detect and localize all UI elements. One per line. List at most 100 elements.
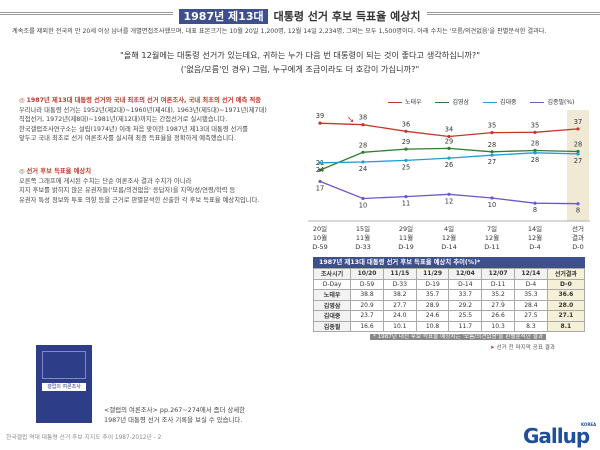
x-tick-label: D-59 <box>312 243 328 251</box>
x-tick-label: 20일 <box>313 224 327 233</box>
arrow-icon: ➘ <box>347 116 355 126</box>
section-bullet: ◎ <box>19 168 25 175</box>
table-header-cell: 12/04 <box>448 268 483 280</box>
table-cell: 24.0 <box>382 310 417 322</box>
section-line: 오른쪽 그래프에 게시된 수치는 단순 여론조사 결과 수치가 아니라 <box>19 177 192 185</box>
table-cell: 36.6 <box>546 289 586 301</box>
data-point <box>490 153 494 157</box>
table-row: 김대중 23.7 24.0 24.6 25.5 26.6 27.5 27.1 <box>312 310 586 322</box>
table-header-cell: 11/15 <box>382 268 417 280</box>
table-header-cell: 조사시기 <box>312 268 352 280</box>
line-chart: 3938363435353721282929282828242425262728… <box>308 110 590 251</box>
data-point <box>404 195 408 199</box>
data-label: 12 <box>445 197 453 205</box>
data-label: 10 <box>488 201 496 209</box>
table-header-cell: 선거결과 <box>546 268 586 280</box>
data-label: 17 <box>316 184 324 192</box>
data-point <box>533 148 537 153</box>
table-cell: 38.8 <box>350 289 384 301</box>
data-point <box>447 134 451 139</box>
data-point <box>490 196 494 200</box>
table-cell: 27.5 <box>513 310 548 322</box>
table-cell: D-59 <box>350 278 384 290</box>
data-label: 11 <box>402 200 410 208</box>
data-point <box>361 123 365 127</box>
table-header-cell: 10/20 <box>350 268 384 280</box>
data-point <box>576 127 580 131</box>
gallup-logo: Gallup KOREA <box>523 422 597 448</box>
data-point <box>576 202 580 206</box>
table-header-cell: 12/07 <box>481 268 515 280</box>
x-tick-label: 15일 <box>356 224 370 233</box>
table-cell: 38.2 <box>382 289 417 301</box>
table-cell: 20.9 <box>350 299 384 311</box>
data-label: 38 <box>359 114 367 122</box>
title-text: 대통령 선거 후보 득표율 예상치 <box>273 10 421 23</box>
section-heading: 선거 후보 득표율 예상치 <box>26 168 92 175</box>
survey-question: "올해 12월에는 대통령 선거가 있는데요, 귀하는 누가 다음 번 대통령이… <box>40 48 560 76</box>
table-cell: D-4 <box>513 278 548 290</box>
section-line: 우리나라 대통령 선거는 1952년(제2대)~1960년(제4대), 1963… <box>19 106 267 114</box>
data-label: 35 <box>531 121 539 129</box>
caption-line: <갤럽의 여론조사> pp.267~274에서 좀더 상세한 <box>104 406 246 414</box>
x-tick-label: D-0 <box>572 243 584 251</box>
data-point <box>361 196 365 201</box>
x-tick-label: D-4 <box>529 243 541 251</box>
data-point <box>318 161 322 165</box>
section-line: 앞두고 국내 최초로 선거 여론조사를 실시해 최종 득표율을 정확하게 예측했… <box>19 135 236 143</box>
x-tick-label: 결과 <box>572 233 584 242</box>
book-title: 갤럽의 여론조사 <box>42 383 86 391</box>
table-cell: 10.3 <box>481 320 515 332</box>
table-notes: * 1987년 대선 후보 득표율 예상치는 '모름/의견없음'을 판별분석한 … <box>370 332 555 351</box>
data-point <box>533 130 537 134</box>
data-label: 35 <box>488 122 496 130</box>
data-point <box>361 160 365 164</box>
intro-text: 계속조를 제외한 전국의 만 20세 이상 남녀를 개별면접조사했으며, 대표 … <box>12 28 547 35</box>
table-row-label: 김대중 <box>312 310 352 322</box>
table-cell: 10.1 <box>382 320 417 332</box>
table-row-label: 김영삼 <box>312 299 352 311</box>
data-label: 8 <box>533 206 537 214</box>
section-bullet: ◎ <box>19 97 25 104</box>
x-tick-label: D-19 <box>398 243 414 251</box>
data-label: 26 <box>445 161 453 169</box>
data-label: 36 <box>402 120 410 128</box>
data-point <box>533 201 537 205</box>
data-label: 28 <box>574 141 582 149</box>
data-label: 25 <box>402 163 410 171</box>
title-bar: 1987년 제13대 대통령 선거 후보 득표율 예상치 <box>0 5 600 25</box>
data-label: 28 <box>531 139 539 147</box>
caption-line: 1987년 대통령 선거 조사 기록을 보실 수 있습니다. <box>104 416 243 424</box>
data-label: 28 <box>359 141 367 149</box>
data-point <box>576 149 580 154</box>
x-tick-label: D-14 <box>441 243 457 251</box>
table-cell: 35.2 <box>481 289 515 301</box>
section-history: ◎ 1987년 제13대 대통령 선거와 국내 최초의 선거 여론조사, 국내 … <box>19 96 279 144</box>
data-point <box>447 192 451 196</box>
table-cell: 33.7 <box>448 289 483 301</box>
table-header-cell: 11/29 <box>415 268 450 280</box>
section-line: 유권자 특성 정보와 투표 의향 등을 근거로 판별분석한 산출한 각 후보 득… <box>19 196 260 204</box>
x-tick-label: 선거 <box>572 224 584 233</box>
footer-text: 한국갤럽 역대 대통령 선거 후보 지지도 추이 1987-2012년 - 2 <box>6 435 162 441</box>
table-cell: 28.0 <box>546 299 586 311</box>
section-heading: 1987년 제13대 대통령 선거와 국내 최초의 선거 여론조사, 국내 최초… <box>26 97 262 104</box>
x-tick-label: 12월 <box>485 233 499 242</box>
table-cell: 11.7 <box>448 320 483 332</box>
page-title: 1987년 제13대 대통령 선거 후보 득표율 예상치 <box>173 8 427 25</box>
x-tick-label: D-11 <box>484 243 500 251</box>
section-line: 한국갤럽조사연구소는 설립(1974년) 이래 처음 맞이한 1987년 제13… <box>19 125 248 133</box>
table-cell: 23.7 <box>350 310 384 322</box>
data-point <box>361 150 365 154</box>
table-cell: 8.3 <box>513 320 548 332</box>
legend-item: 김영삼 <box>435 97 469 106</box>
section-line: 직접선거, 1972년(제8대)~1981년(제12대)까지는 간접선거로 실시… <box>19 116 228 124</box>
data-point <box>490 150 494 154</box>
table-cell: 28.4 <box>513 299 548 311</box>
table-cell: 27.9 <box>481 299 515 311</box>
data-label: 8 <box>576 207 580 215</box>
table-cell: D-11 <box>481 278 515 290</box>
table-header-row: 조사시기 10/20 11/15 11/29 12/04 12/07 12/14… <box>312 268 586 280</box>
data-label: 29 <box>402 138 410 146</box>
data-point <box>318 179 322 184</box>
